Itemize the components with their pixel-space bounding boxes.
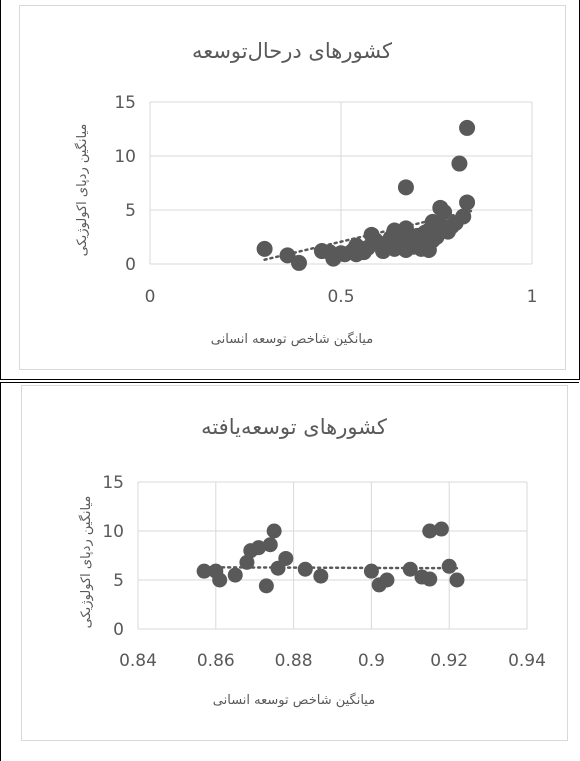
data-point <box>449 572 465 588</box>
chart-area-developed: کشورهای توسعه‌یافته 0 5 10 15 0.84 0.86 0.88 0… <box>21 385 568 741</box>
data-point <box>262 537 278 553</box>
data-point <box>422 523 438 539</box>
data-point <box>379 572 395 588</box>
data-point <box>459 119 476 136</box>
data-point <box>227 567 243 583</box>
x-tick-label: 0 <box>145 287 156 307</box>
data-point <box>196 563 212 579</box>
data-point <box>436 204 453 221</box>
y-tick-label: 15 <box>114 93 136 113</box>
data-point <box>397 179 414 196</box>
y-tick-label: 0 <box>125 255 136 275</box>
data-point <box>212 572 228 588</box>
y-tick-label: 5 <box>125 201 136 221</box>
chart-title: کشورهای توسعه‌یافته <box>201 415 387 439</box>
y-tick-label: 10 <box>102 522 124 542</box>
chart-title: کشورهای درحال‌توسعه <box>192 39 392 63</box>
y-axis-label: میانگین ردپای اکولوژیکی <box>78 496 94 629</box>
developing-countries-panel: کشورهای درحال‌توسعه 0 5 10 15 0 0.5 1 میانگین… <box>0 0 580 380</box>
x-tick-label: 0.9 <box>358 651 385 671</box>
data-point <box>402 561 418 577</box>
x-tick-label: 0.94 <box>508 651 546 671</box>
data-point <box>256 240 273 257</box>
data-point <box>422 571 438 587</box>
x-axis-label: میانگین شاخص توسعه انسانی <box>213 692 375 708</box>
data-point <box>290 254 307 271</box>
data-point <box>239 554 255 570</box>
y-tick-label: 0 <box>113 620 124 640</box>
data-point <box>459 194 476 211</box>
chart-area-developing: کشورهای درحال‌توسعه 0 5 10 15 0 0.5 1 میانگین… <box>19 5 566 370</box>
data-point <box>258 578 274 594</box>
x-tick-label: 0.88 <box>275 651 313 671</box>
x-tick-label: 0.84 <box>119 651 157 671</box>
data-point <box>279 247 296 264</box>
scatter-chart-developed: کشورهای توسعه‌یافته 0 5 10 15 0.84 0.86 0.88 0… <box>78 415 546 708</box>
data-point <box>433 521 449 537</box>
y-tick-label: 5 <box>113 571 124 591</box>
data-point <box>266 523 282 539</box>
data-point <box>297 561 313 577</box>
data-point <box>363 563 379 579</box>
data-point <box>441 558 457 574</box>
data-point <box>451 155 468 172</box>
data-point <box>455 208 472 225</box>
data-point <box>278 550 294 566</box>
y-tick-label: 10 <box>114 147 136 167</box>
x-tick-label: 0.86 <box>197 651 235 671</box>
data-point <box>313 568 329 584</box>
x-tick-label: 1 <box>527 287 538 307</box>
x-tick-label: 0.5 <box>327 287 354 307</box>
x-tick-label: 0.92 <box>430 651 468 671</box>
data-point <box>251 540 267 556</box>
y-axis-label: میانگین ردپای اکولوژیکی <box>74 124 90 257</box>
developed-countries-panel: کشورهای توسعه‌یافته 0 5 10 15 0.84 0.86 0.88 0… <box>0 382 579 761</box>
x-axis-label: میانگین شاخص توسعه انسانی <box>211 331 373 347</box>
y-tick-label: 15 <box>102 473 124 493</box>
scatter-chart-developing: کشورهای درحال‌توسعه 0 5 10 15 0 0.5 1 میانگین… <box>74 39 538 347</box>
